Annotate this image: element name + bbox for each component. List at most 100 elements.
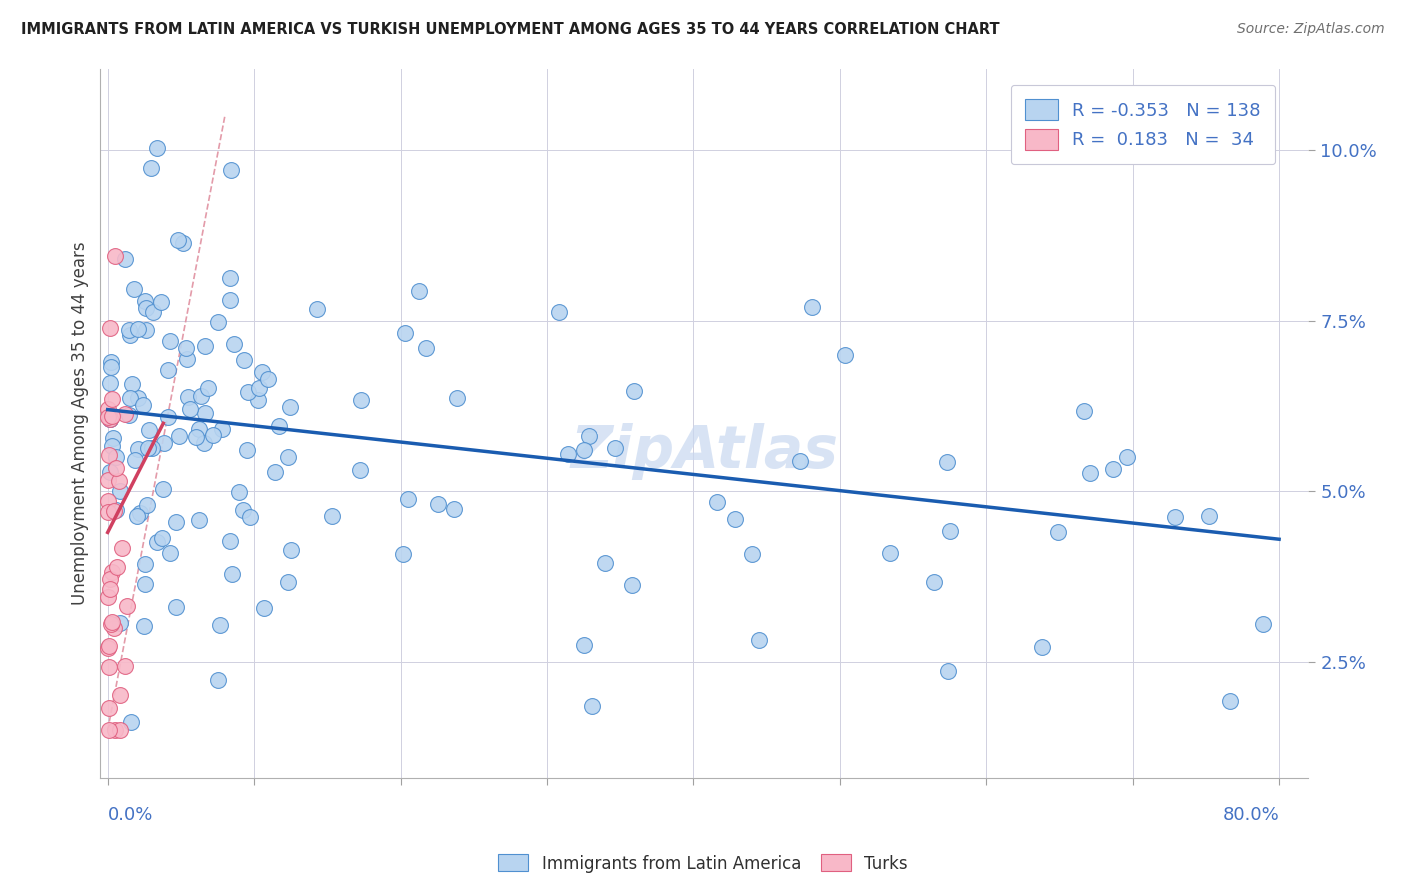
Point bbox=[100, 355, 122, 369]
Point bbox=[1163, 509, 1185, 524]
Point bbox=[174, 341, 197, 355]
Point bbox=[100, 615, 122, 630]
Point bbox=[211, 422, 233, 436]
Point bbox=[939, 524, 962, 539]
Legend: Immigrants from Latin America, Turks: Immigrants from Latin America, Turks bbox=[492, 847, 914, 880]
Point bbox=[1219, 694, 1241, 708]
Point bbox=[146, 141, 169, 155]
Point bbox=[122, 282, 145, 296]
Point bbox=[350, 392, 373, 407]
Point bbox=[108, 616, 131, 631]
Point bbox=[127, 442, 149, 456]
Point bbox=[267, 419, 290, 434]
Point bbox=[252, 365, 274, 379]
Point bbox=[132, 398, 155, 412]
Point bbox=[278, 401, 301, 415]
Point bbox=[548, 304, 571, 318]
Point bbox=[264, 466, 287, 480]
Point bbox=[103, 504, 125, 518]
Point bbox=[159, 334, 181, 348]
Point bbox=[141, 441, 163, 455]
Point bbox=[187, 422, 209, 436]
Point bbox=[193, 436, 215, 450]
Point bbox=[134, 293, 156, 308]
Point bbox=[1198, 509, 1220, 524]
Point bbox=[139, 161, 162, 176]
Point bbox=[201, 428, 224, 442]
Point bbox=[935, 455, 957, 469]
Point bbox=[97, 590, 120, 604]
Point bbox=[98, 412, 121, 426]
Point bbox=[232, 502, 254, 516]
Point bbox=[415, 341, 437, 355]
Point bbox=[114, 252, 136, 266]
Point bbox=[169, 429, 191, 443]
Point bbox=[114, 407, 136, 421]
Point bbox=[100, 360, 122, 375]
Point bbox=[706, 495, 728, 509]
Point bbox=[879, 546, 901, 560]
Point bbox=[408, 284, 430, 298]
Text: 80.0%: 80.0% bbox=[1222, 806, 1279, 824]
Point bbox=[98, 723, 121, 738]
Point bbox=[194, 339, 217, 353]
Point bbox=[156, 363, 179, 377]
Point bbox=[118, 408, 141, 422]
Point bbox=[394, 326, 416, 340]
Point bbox=[277, 450, 299, 464]
Point bbox=[221, 566, 243, 581]
Point bbox=[97, 639, 120, 653]
Point bbox=[138, 423, 160, 437]
Point bbox=[1031, 640, 1053, 655]
Point bbox=[236, 442, 259, 457]
Text: 0.0%: 0.0% bbox=[108, 806, 153, 824]
Point bbox=[105, 460, 128, 475]
Point bbox=[127, 508, 149, 523]
Point bbox=[188, 513, 211, 527]
Point bbox=[1251, 616, 1274, 631]
Point bbox=[135, 323, 157, 337]
Point bbox=[108, 689, 131, 703]
Point bbox=[118, 323, 141, 337]
Point bbox=[257, 372, 280, 386]
Point bbox=[98, 411, 121, 425]
Point bbox=[127, 321, 149, 335]
Point bbox=[228, 485, 250, 500]
Point bbox=[97, 494, 120, 508]
Point bbox=[98, 376, 121, 391]
Point bbox=[222, 337, 245, 351]
Point bbox=[623, 384, 645, 398]
Point bbox=[789, 454, 811, 468]
Point bbox=[936, 664, 959, 678]
Point bbox=[581, 698, 603, 713]
Point bbox=[1073, 404, 1095, 418]
Point bbox=[578, 429, 600, 443]
Point bbox=[101, 565, 124, 579]
Point bbox=[134, 618, 156, 632]
Point bbox=[100, 465, 122, 479]
Point bbox=[307, 301, 329, 316]
Point bbox=[110, 484, 132, 499]
Point bbox=[136, 498, 159, 512]
Point bbox=[446, 391, 468, 405]
Point bbox=[239, 510, 262, 524]
Point bbox=[111, 541, 134, 555]
Point bbox=[104, 723, 127, 738]
Point bbox=[247, 393, 270, 408]
Point bbox=[103, 621, 125, 635]
Point bbox=[134, 557, 156, 571]
Point bbox=[621, 578, 644, 592]
Point bbox=[165, 515, 187, 529]
Point bbox=[108, 475, 131, 489]
Point bbox=[396, 492, 419, 507]
Point bbox=[101, 431, 124, 445]
Point bbox=[557, 447, 579, 461]
Point bbox=[97, 505, 120, 519]
Point bbox=[184, 430, 207, 444]
Point bbox=[595, 556, 617, 570]
Point bbox=[219, 163, 242, 178]
Point bbox=[280, 542, 302, 557]
Point bbox=[218, 533, 240, 548]
Point bbox=[219, 293, 242, 307]
Point bbox=[1116, 450, 1139, 465]
